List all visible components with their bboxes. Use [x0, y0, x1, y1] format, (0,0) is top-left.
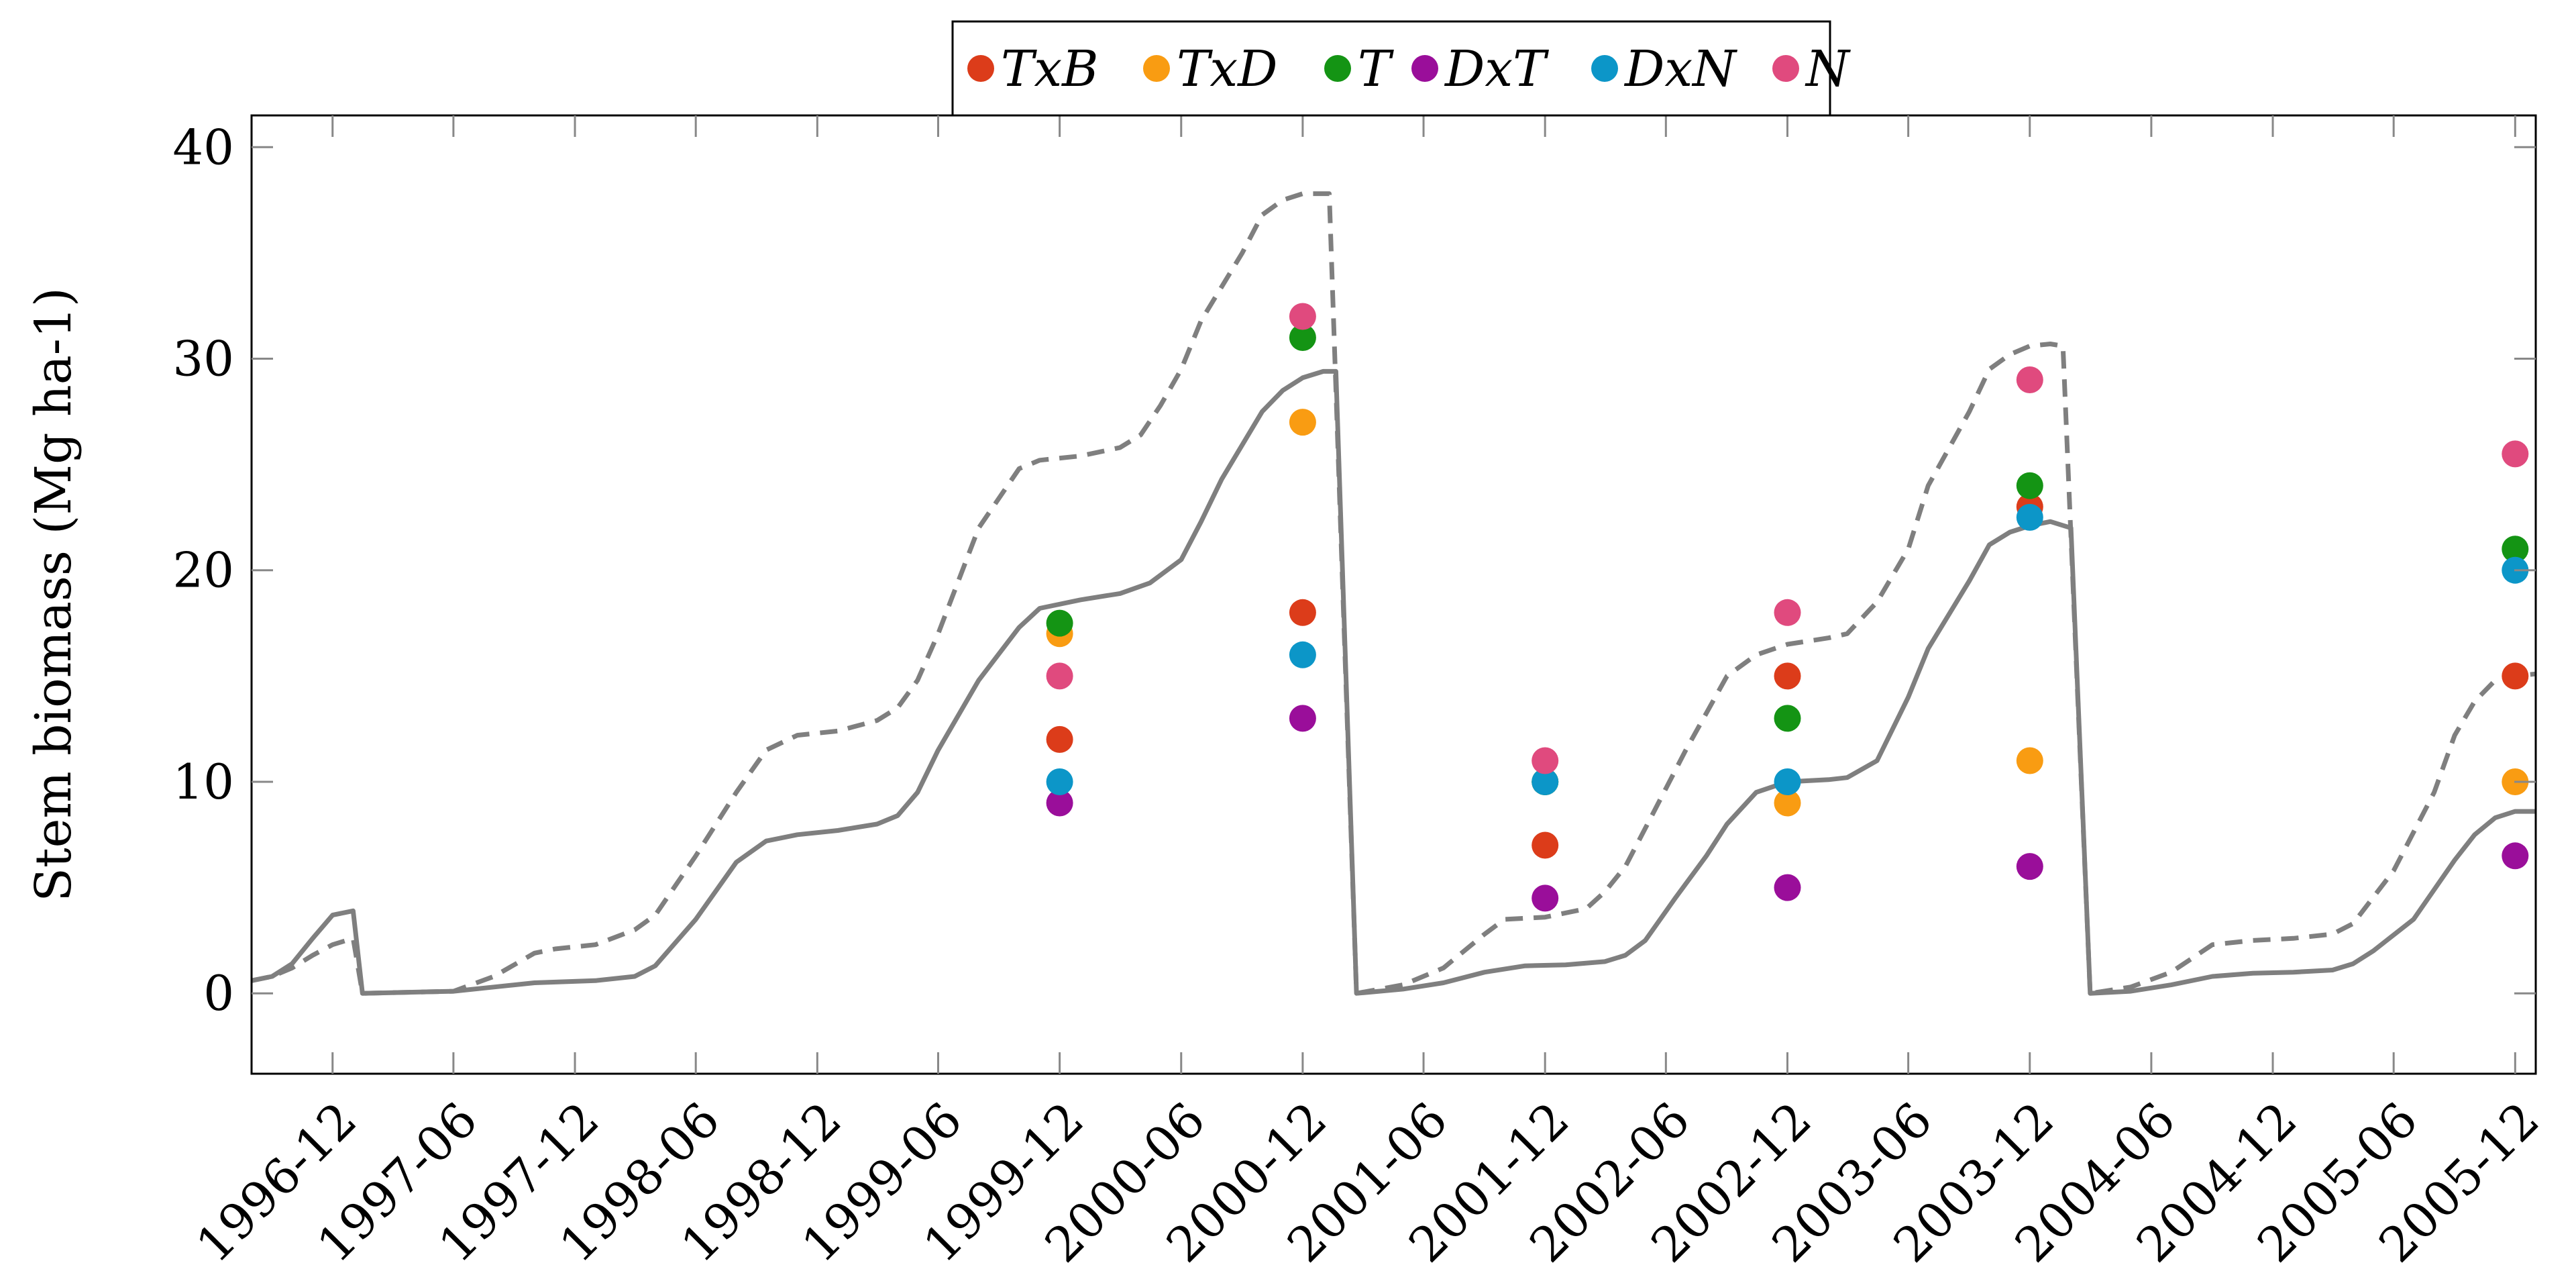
legend-marker-t	[1324, 55, 1351, 82]
data-point-n	[1046, 662, 1073, 689]
data-point-txb	[1532, 832, 1558, 859]
data-point-dxt	[2017, 853, 2043, 880]
data-point-txb	[1046, 726, 1073, 753]
legend-label-txd: TxD	[1177, 40, 1277, 98]
y-tick-label: 30	[172, 331, 234, 387]
legend-label-txb: TxB	[1001, 40, 1098, 98]
legend-marker-dxt	[1411, 55, 1438, 82]
legend-marker-n	[1772, 55, 1799, 82]
data-point-n	[2017, 366, 2043, 393]
legend-label-n: N	[1805, 40, 1851, 98]
data-point-dxn	[1774, 768, 1801, 795]
data-point-t	[2017, 472, 2043, 499]
data-point-txd	[1289, 409, 1316, 436]
data-point-dxt	[1774, 874, 1801, 901]
legend: TxB TxD T DxT DxN N	[953, 21, 1851, 115]
data-point-txb	[1774, 662, 1801, 689]
y-tick-label: 20	[172, 542, 234, 599]
data-point-dxn	[2017, 504, 2043, 531]
data-point-dxt	[2502, 842, 2528, 869]
data-point-n	[1532, 748, 1558, 774]
y-axis-title: Stem biomass (Mg ha-1)	[25, 287, 83, 902]
y-tick-label: 10	[172, 754, 234, 810]
legend-marker-txb	[967, 55, 994, 82]
legend-label-dxn: DxN	[1623, 40, 1737, 98]
data-point-n	[1774, 599, 1801, 626]
data-point-txb	[1289, 599, 1316, 626]
data-point-dxn	[1289, 642, 1316, 668]
y-tick-label: 0	[203, 965, 234, 1021]
data-point-n	[2502, 440, 2528, 467]
legend-marker-dxn	[1591, 55, 1618, 82]
data-point-t	[1774, 705, 1801, 731]
data-point-dxt	[1289, 705, 1316, 731]
data-point-t	[1046, 610, 1073, 637]
legend-label-t: T	[1358, 40, 1394, 98]
data-point-txb	[2502, 662, 2528, 689]
data-point-dxn	[1046, 768, 1073, 795]
legend-label-dxt: DxT	[1444, 40, 1549, 98]
data-point-txd	[2017, 748, 2043, 774]
data-point-dxt	[1532, 884, 1558, 911]
legend-marker-txd	[1143, 55, 1170, 82]
y-tick-label: 40	[172, 119, 234, 175]
data-point-n	[1289, 303, 1316, 330]
